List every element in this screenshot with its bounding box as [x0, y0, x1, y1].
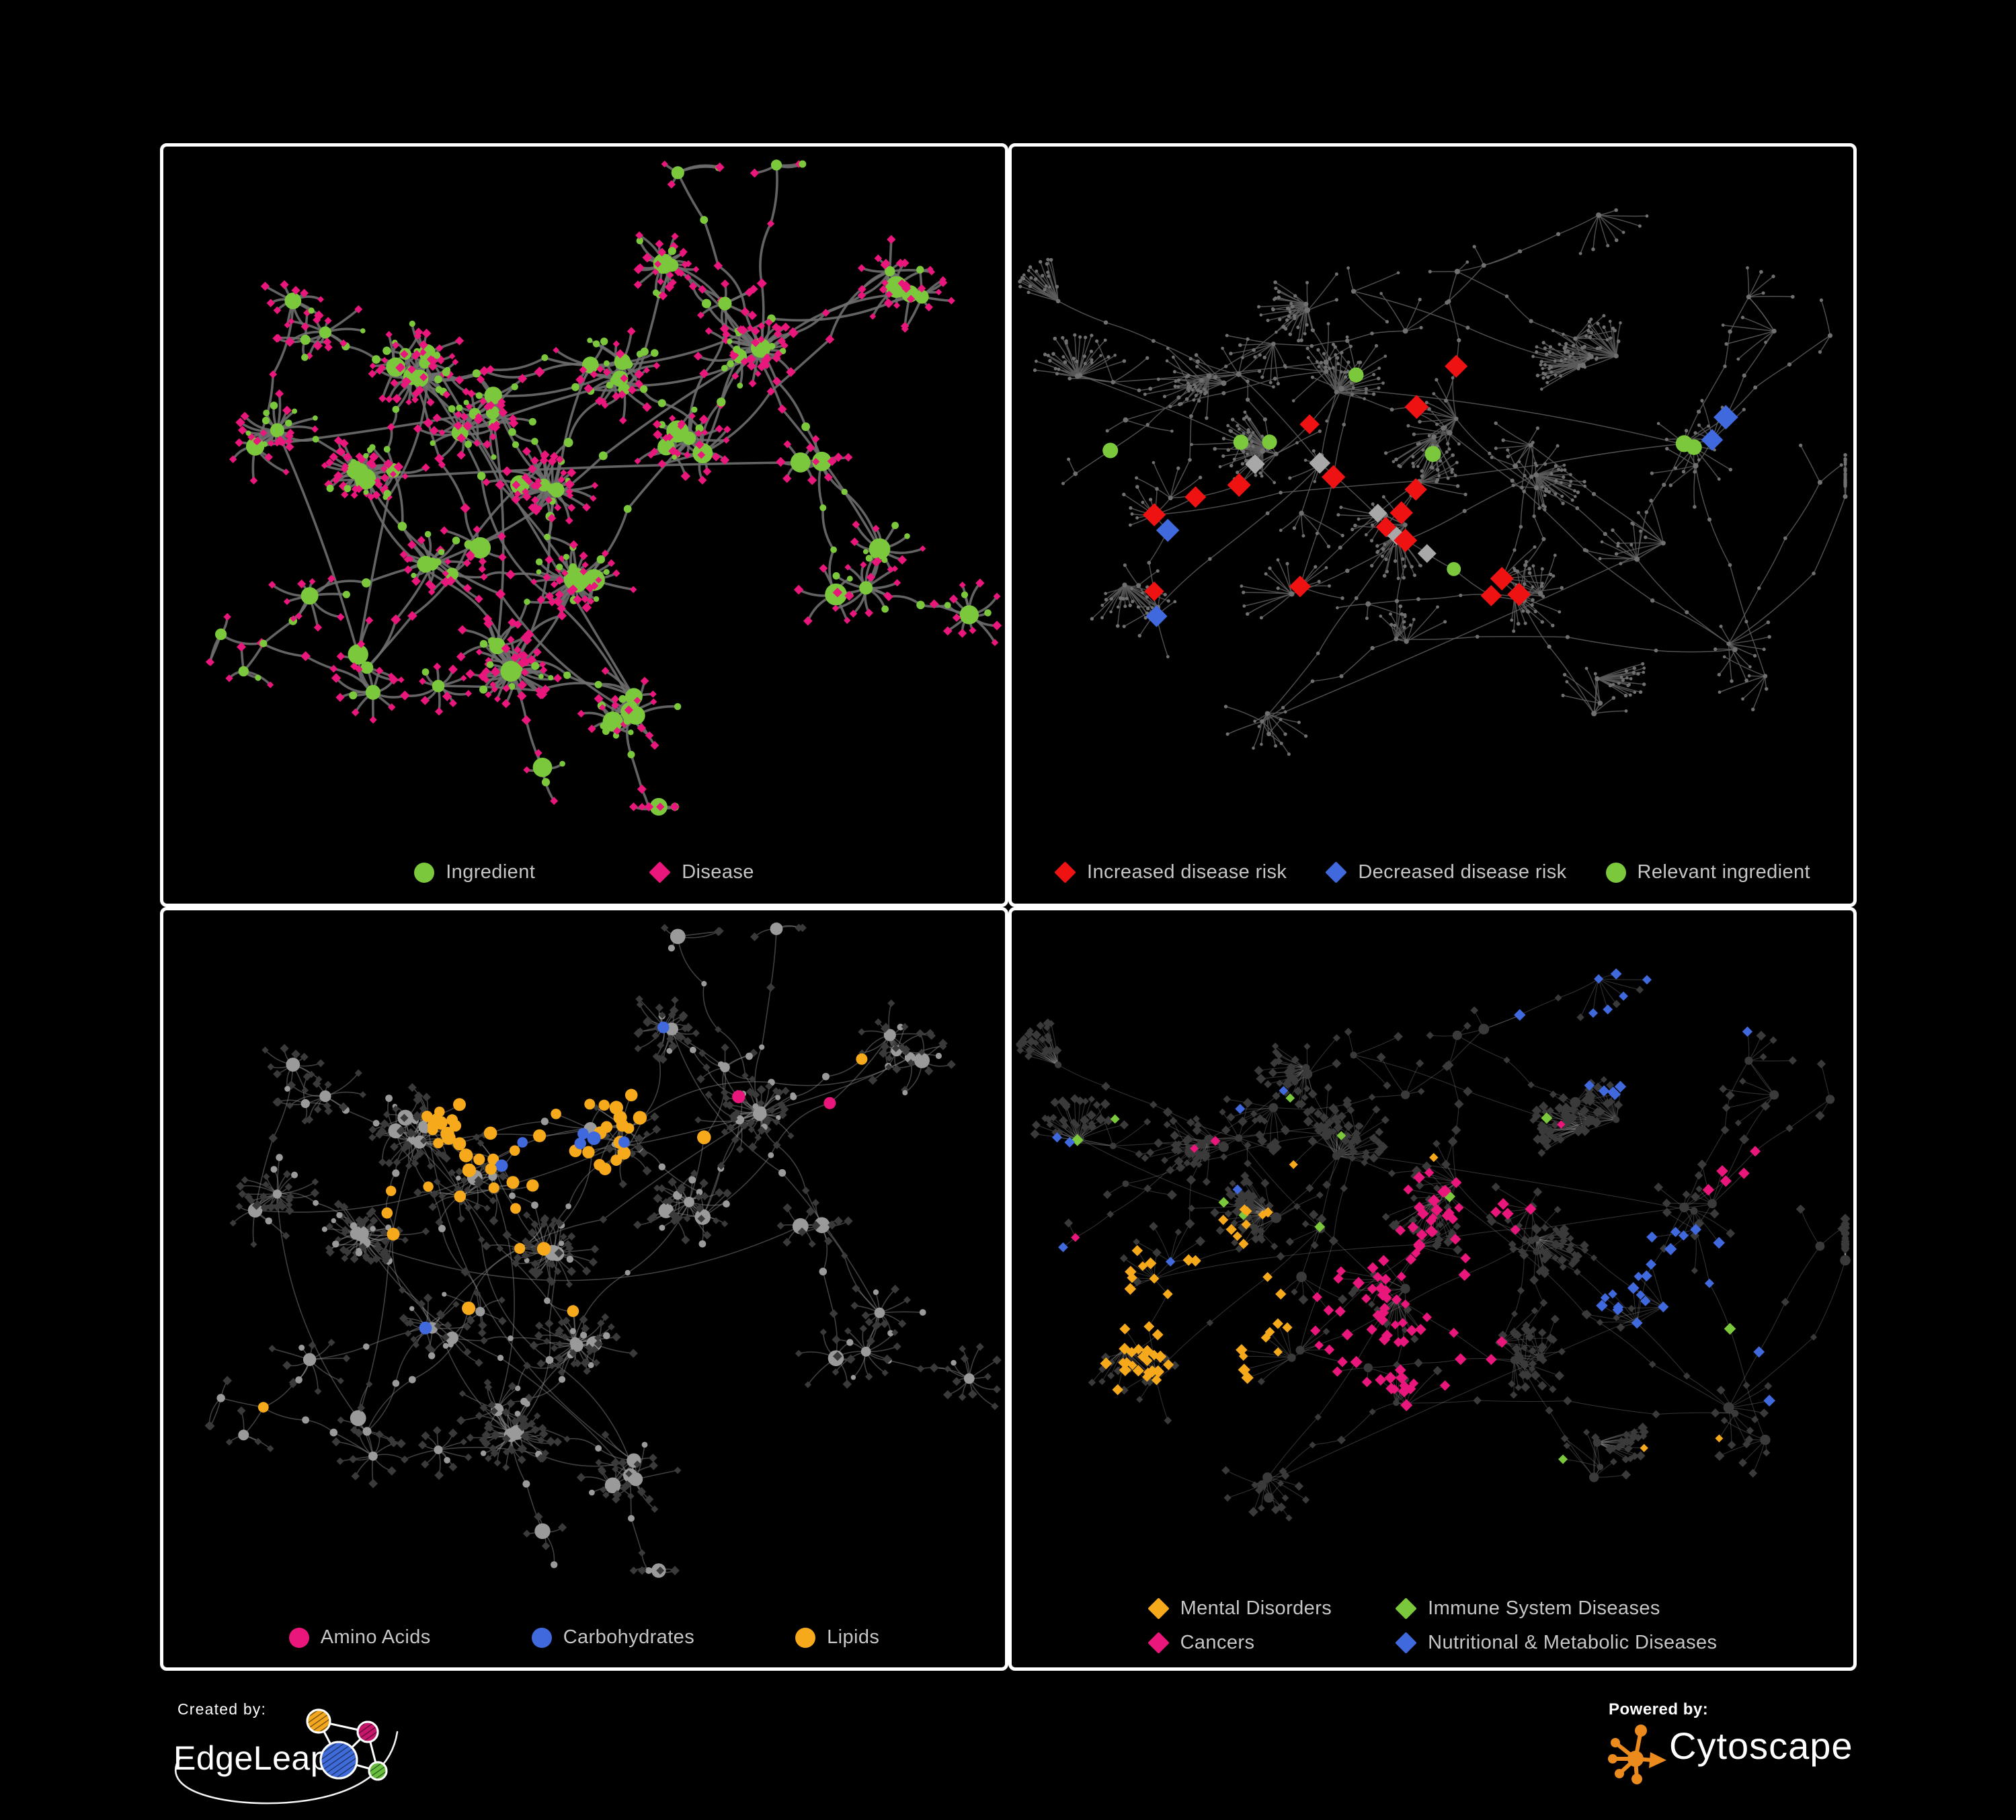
network-canvas-disease-category	[1016, 968, 1851, 1521]
legend-marker-relevant-ingredient-circle-icon	[1605, 862, 1626, 883]
legend-label-carbohydrates: Carbohydrates	[563, 1626, 695, 1648]
edgeleap-logo: Created by: EdgeLeap	[173, 1700, 399, 1805]
legend-label-increased-disease-risk: Increased disease risk	[1086, 861, 1287, 883]
edgeleap-wordmark: EdgeLeap	[173, 1739, 329, 1777]
legend-marker-cancers-diamond-icon	[1147, 1632, 1170, 1654]
legend-item-amino-acids: Amino Acids	[288, 1626, 431, 1649]
legend-item-cancers: Cancers	[1147, 1632, 1332, 1654]
legend-item-decreased-disease-risk: Decreased disease risk	[1325, 861, 1567, 883]
legend-ingredient-disease: Ingredient Disease	[163, 861, 1005, 883]
legend-item-immune-system-diseases: Immune System Diseases	[1395, 1597, 1717, 1620]
legend-marker-disease-diamond-icon	[649, 861, 671, 883]
legend-marker-decreased-disease-risk-diamond-icon	[1325, 861, 1348, 883]
legend-nutrient-class: Amino Acids Carbohydrates Lipids	[163, 1626, 1005, 1649]
legend-item-mental-disorders: Mental Disorders	[1147, 1597, 1332, 1620]
legend-label-lipids: Lipids	[827, 1626, 880, 1648]
panel-disease-risk: Increased disease risk Decreased disease …	[1008, 143, 1857, 907]
created-by-label: Created by:	[177, 1700, 266, 1718]
cytoscape-logo: Powered by:	[1608, 1700, 1853, 1784]
legend-disease-risk: Increased disease risk Decreased disease …	[1012, 861, 1853, 883]
legend-marker-ingredient-circle-icon	[414, 862, 435, 883]
legend-marker-increased-disease-risk-diamond-icon	[1054, 861, 1076, 883]
panel-grid: Ingredient Disease Increased disease risk…	[160, 143, 1857, 1671]
panel-disease-category: Mental Disorders Immune System Diseases Ca…	[1008, 907, 1857, 1671]
legend-marker-immune-system-diseases-diamond-icon	[1395, 1597, 1417, 1620]
cytoscape-lockup: Powered by:	[1601, 1697, 1853, 1788]
legend-label-relevant-ingredient: Relevant ingredient	[1637, 861, 1811, 883]
legend-marker-carbohydrates-circle-icon	[531, 1627, 552, 1648]
edgeleap-lockup: Created by: EdgeLeap	[169, 1693, 411, 1811]
panel-ingredient-disease: Ingredient Disease	[160, 143, 1008, 907]
legend-label-mental-disorders: Mental Disorders	[1180, 1597, 1332, 1619]
legend-disease-category: Mental Disorders Immune System Diseases Ca…	[1147, 1597, 1718, 1654]
legend-item-disease: Disease	[649, 861, 754, 883]
legend-marker-lipids-circle-icon	[795, 1627, 816, 1648]
panel-nutrient-class: Amino Acids Carbohydrates Lipids	[160, 907, 1008, 1671]
legend-label-decreased-disease-risk: Decreased disease risk	[1358, 861, 1567, 883]
legend-marker-amino-acids-circle-icon	[288, 1627, 309, 1648]
edgeleap-glyph	[306, 1708, 388, 1781]
legend-label-cancers: Cancers	[1180, 1632, 1255, 1653]
legend-label-nutritional-metabolic-diseases: Nutritional & Metabolic Diseases	[1428, 1632, 1718, 1653]
edgeleap-swoosh	[174, 1731, 399, 1805]
network-canvas-disease-risk	[1018, 208, 1848, 756]
legend-label-disease: Disease	[682, 861, 754, 883]
legend-label-immune-system-diseases: Immune System Diseases	[1428, 1597, 1660, 1619]
cytoscape-icon	[1608, 1725, 1666, 1784]
legend-label-amino-acids: Amino Acids	[320, 1626, 431, 1648]
powered-by-label: Powered by:	[1609, 1700, 1708, 1718]
legend-item-relevant-ingredient: Relevant ingredient	[1605, 861, 1811, 883]
legend-item-carbohydrates: Carbohydrates	[531, 1626, 695, 1649]
legend-item-increased-disease-risk: Increased disease risk	[1054, 861, 1287, 883]
legend-item-ingredient: Ingredient	[414, 861, 535, 883]
legend-marker-mental-disorders-diamond-icon	[1147, 1597, 1170, 1620]
cytoscape-wordmark: Cytoscape	[1669, 1725, 1853, 1767]
network-canvas-ingredient-disease	[205, 159, 1002, 816]
legend-label-ingredient: Ingredient	[446, 861, 536, 883]
legend-item-lipids: Lipids	[795, 1626, 879, 1649]
legend-marker-nutritional-metabolic-diseases-diamond-icon	[1395, 1632, 1417, 1654]
legend-item-nutritional-metabolic-diseases: Nutritional & Metabolic Diseases	[1395, 1632, 1718, 1654]
network-canvas-nutrient-class	[204, 922, 1002, 1578]
